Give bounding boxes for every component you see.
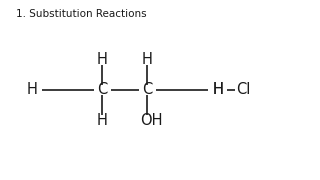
Text: Cl: Cl: [236, 82, 250, 98]
Text: H: H: [212, 82, 223, 98]
Text: H: H: [142, 52, 153, 67]
Text: H: H: [97, 113, 108, 128]
Text: C: C: [142, 82, 152, 98]
Text: OH: OH: [140, 113, 162, 128]
Text: H: H: [212, 82, 223, 98]
Text: 1. Substitution Reactions: 1. Substitution Reactions: [16, 9, 147, 19]
Text: H: H: [97, 52, 108, 67]
Text: C: C: [97, 82, 108, 98]
Text: H: H: [27, 82, 37, 98]
